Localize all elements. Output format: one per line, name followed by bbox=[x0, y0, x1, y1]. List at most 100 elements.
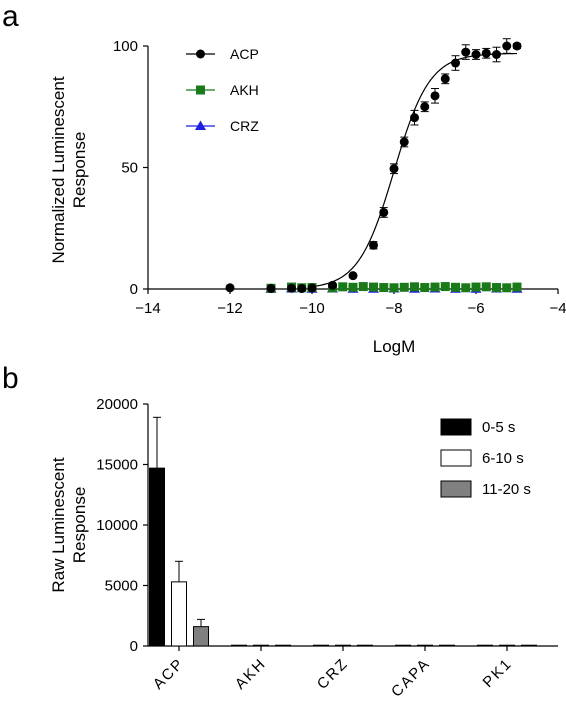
acp-point bbox=[348, 271, 358, 281]
panel-b-legend: 0-5 s 6-10 s 11-20 s bbox=[440, 418, 531, 498]
acp-point bbox=[420, 102, 430, 112]
panel-b-label: b bbox=[2, 362, 19, 395]
legend-0-5s-swatch bbox=[440, 418, 472, 436]
legend-11-20s-label: 11-20 s bbox=[482, 481, 531, 498]
panel-a-y-axis-label-line: Normalized Luminescent bbox=[49, 76, 68, 263]
akh-point bbox=[348, 282, 358, 292]
acp-point bbox=[328, 280, 337, 290]
bar-capa-6-10s bbox=[417, 644, 433, 647]
panel-a-y-axis-label: Normalized Luminescent Response bbox=[49, 76, 89, 263]
acp-point bbox=[430, 91, 440, 101]
panel-a-x-tick-label: −14 bbox=[135, 300, 160, 317]
bar-crz-11-20s bbox=[357, 644, 373, 647]
akh-point bbox=[481, 282, 491, 292]
akh-point bbox=[358, 282, 368, 292]
panel-b-x-tick-label: ACP bbox=[150, 655, 188, 693]
bar-acp-0-5s bbox=[149, 467, 165, 647]
bar-acp-11-20s bbox=[193, 626, 209, 647]
bar-pk1-0-5s bbox=[477, 644, 493, 647]
acp-point bbox=[461, 47, 471, 57]
panel-a-y-tick-label: 0 bbox=[130, 281, 138, 298]
legend-acp-label: ACP bbox=[230, 46, 259, 62]
akh-point bbox=[512, 282, 522, 292]
panel-a-y-tick-label: 50 bbox=[121, 160, 138, 177]
panel-b-y-tick-label: 15000 bbox=[96, 457, 138, 474]
panel-a-legend: ACP AKH CRZ bbox=[186, 46, 259, 134]
acp-point bbox=[481, 48, 491, 58]
panel-a-data-points bbox=[225, 38, 523, 294]
legend-6-10s-swatch bbox=[440, 449, 472, 467]
legend-acp-marker bbox=[196, 49, 205, 59]
akh-point bbox=[389, 283, 399, 293]
acp-point bbox=[440, 74, 450, 84]
acp-point bbox=[399, 137, 409, 147]
acp-point bbox=[307, 283, 317, 293]
acp-point bbox=[492, 50, 501, 60]
acp-point bbox=[389, 164, 399, 174]
panel-b-y-tick-label: 20000 bbox=[96, 396, 138, 413]
panel-a-y-axis-label-line: Response bbox=[70, 132, 89, 209]
akh-point bbox=[379, 283, 389, 293]
bar-akh-6-10s bbox=[253, 644, 269, 647]
bar-akh-11-20s bbox=[275, 644, 291, 647]
panel-a-x-tick-label: −10 bbox=[299, 300, 324, 317]
panel-a-y-tick-label: 100 bbox=[113, 38, 138, 55]
bar-crz-0-5s bbox=[313, 644, 329, 647]
panel-b-x-tick-label: AKH bbox=[232, 655, 270, 693]
akh-point bbox=[430, 282, 440, 292]
akh-point bbox=[369, 282, 378, 292]
panel-a-x-axis-label: LogM bbox=[373, 337, 416, 356]
panel-a-axes: −14 −12 −10 −8 −6 −4 0 50 100 LogM Normalized Lumi… bbox=[49, 38, 566, 356]
akh-point bbox=[338, 282, 348, 292]
acp-point bbox=[297, 284, 307, 294]
akh-point bbox=[502, 283, 512, 293]
akh-point bbox=[420, 283, 430, 293]
acp-point bbox=[451, 58, 460, 68]
akh-point bbox=[410, 282, 419, 292]
panel-a-x-tick-label: −8 bbox=[385, 300, 402, 317]
panel-a-x-tick-label: −4 bbox=[549, 300, 566, 317]
acp-point bbox=[512, 41, 522, 51]
acp-point bbox=[502, 41, 512, 51]
panel-b-x-tick-label: CRZ bbox=[314, 655, 352, 693]
legend-akh-label: AKH bbox=[230, 82, 259, 98]
legend-akh-marker bbox=[196, 85, 205, 95]
bar-capa-0-5s bbox=[395, 644, 411, 647]
acp-point bbox=[379, 207, 389, 217]
acp-point bbox=[287, 283, 296, 293]
acp-fit-curve bbox=[311, 52, 518, 288]
bar-acp-6-10s bbox=[171, 581, 187, 647]
akh-point bbox=[471, 282, 481, 292]
panel-b-y-axis-label-line: Raw Luminescent bbox=[49, 457, 68, 592]
panel-b-bars bbox=[149, 416, 537, 647]
panel-a-x-tick-label: −12 bbox=[217, 300, 242, 317]
panel-b-y-axis-label-line: Response bbox=[70, 487, 89, 564]
panel-a-label: a bbox=[2, 0, 19, 33]
panel-a-fit-curve bbox=[311, 52, 518, 288]
bar-pk1-11-20s bbox=[521, 644, 537, 647]
panel-b-y-tick-label: 5000 bbox=[105, 578, 138, 595]
bar-akh-0-5s bbox=[231, 644, 247, 647]
acp-point bbox=[225, 283, 235, 293]
panel-b-x-tick-label: CAPA bbox=[388, 655, 434, 701]
legend-11-20s-swatch bbox=[440, 480, 472, 498]
bar-pk1-6-10s bbox=[499, 644, 515, 647]
akh-point bbox=[461, 283, 471, 293]
panel-b-x-tick-label: PK1 bbox=[480, 655, 516, 691]
panel-b-y-axis-label: Raw Luminescent Response bbox=[49, 457, 89, 592]
legend-6-10s-label: 6-10 s bbox=[482, 450, 524, 467]
akh-point bbox=[399, 282, 409, 292]
legend-crz-label: CRZ bbox=[230, 118, 259, 134]
panel-a-x-tick-label: −6 bbox=[467, 300, 484, 317]
akh-point bbox=[492, 283, 501, 293]
panel-b-y-tick-label: 10000 bbox=[96, 517, 138, 534]
bar-capa-11-20s bbox=[439, 644, 455, 647]
panel-b-y-tick-label: 0 bbox=[130, 638, 138, 655]
bar-crz-6-10s bbox=[335, 644, 351, 647]
akh-point bbox=[451, 282, 460, 292]
acp-point bbox=[471, 50, 481, 60]
acp-point bbox=[266, 284, 276, 294]
legend-0-5s-label: 0-5 s bbox=[482, 419, 515, 436]
akh-point bbox=[440, 282, 450, 292]
